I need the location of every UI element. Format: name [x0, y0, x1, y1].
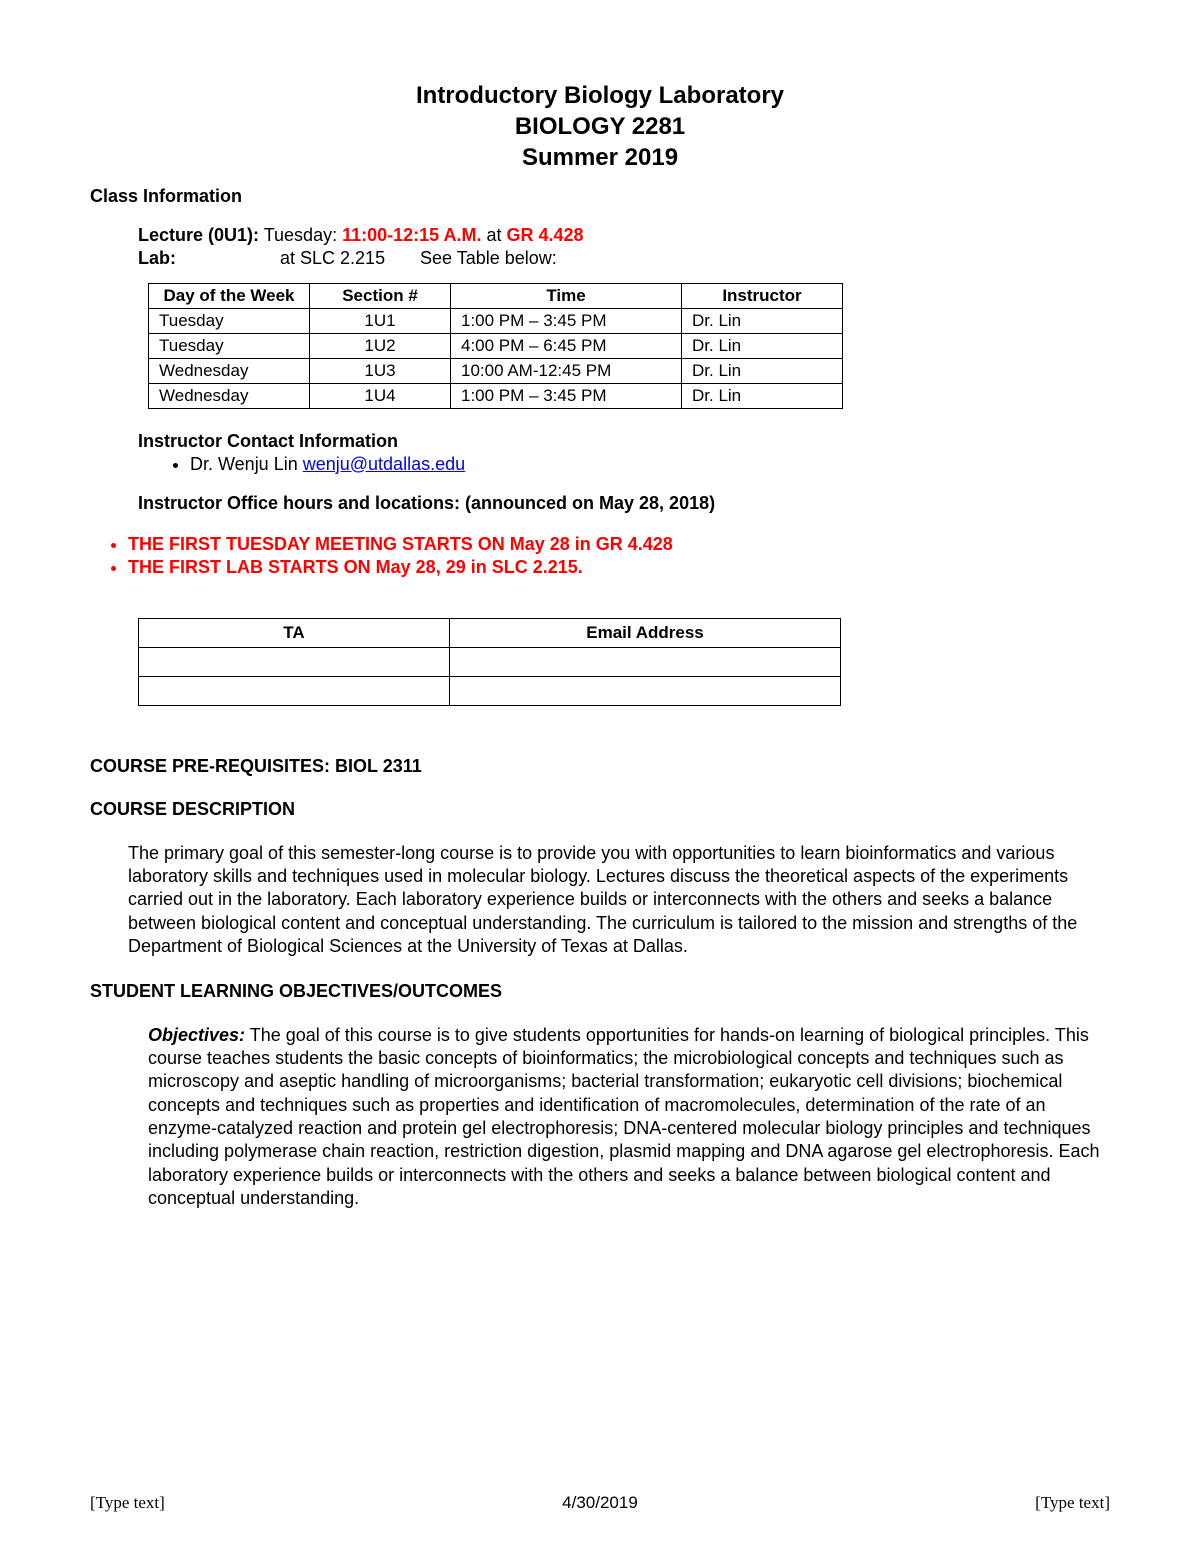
- schedule-cell: 1:00 PM – 3:45 PM: [451, 308, 682, 333]
- contact-list: Dr. Wenju Lin wenju@utdallas.edu: [90, 454, 1110, 475]
- lab-label: Lab:: [138, 248, 280, 269]
- contact-heading: Instructor Contact Information: [138, 431, 1110, 452]
- ta-header: Email Address: [450, 618, 841, 647]
- lab-location: at SLC 2.215: [280, 248, 420, 269]
- schedule-header: Day of the Week: [149, 283, 310, 308]
- ta-table: TAEmail Address: [138, 618, 841, 706]
- schedule-cell: Dr. Lin: [682, 358, 843, 383]
- schedule-cell: 1U4: [310, 383, 451, 408]
- page-footer: [Type text] 4/30/2019 [Type text]: [90, 1493, 1110, 1513]
- contact-email-link[interactable]: wenju@utdallas.edu: [303, 454, 465, 474]
- lab-note: See Table below:: [420, 248, 557, 268]
- contact-item: Dr. Wenju Lin wenju@utdallas.edu: [190, 454, 1110, 475]
- schedule-row: Wednesday1U310:00 AM-12:45 PMDr. Lin: [149, 358, 843, 383]
- footer-center: 4/30/2019: [562, 1493, 638, 1513]
- ta-cell: [450, 676, 841, 705]
- schedule-cell: Wednesday: [149, 358, 310, 383]
- schedule-header: Instructor: [682, 283, 843, 308]
- title-line1: Introductory Biology Laboratory: [90, 80, 1110, 111]
- schedule-header: Time: [451, 283, 682, 308]
- schedule-cell: Dr. Lin: [682, 333, 843, 358]
- ta-row: [139, 676, 841, 705]
- red-notice-item: THE FIRST LAB STARTS ON May 28, 29 in SL…: [128, 557, 1110, 578]
- title-line3: Summer 2019: [90, 142, 1110, 173]
- desc-body: The primary goal of this semester-long c…: [128, 842, 1110, 959]
- red-notice-item: THE FIRST TUESDAY MEETING STARTS ON May …: [128, 534, 1110, 555]
- lecture-label: Lecture (0U1):: [138, 225, 259, 245]
- schedule-cell: 10:00 AM-12:45 PM: [451, 358, 682, 383]
- lecture-at: at: [482, 225, 507, 245]
- ta-header: TA: [139, 618, 450, 647]
- contact-name: Dr. Wenju Lin: [190, 454, 303, 474]
- title-line2: BIOLOGY 2281: [90, 111, 1110, 142]
- schedule-cell: Dr. Lin: [682, 383, 843, 408]
- schedule-cell: 4:00 PM – 6:45 PM: [451, 333, 682, 358]
- schedule-table: Day of the WeekSection #TimeInstructor T…: [148, 283, 843, 409]
- ta-row: [139, 647, 841, 676]
- red-notices: THE FIRST TUESDAY MEETING STARTS ON May …: [90, 534, 1110, 578]
- schedule-row: Wednesday1U41:00 PM – 3:45 PMDr. Lin: [149, 383, 843, 408]
- syllabus-page: Introductory Biology Laboratory BIOLOGY …: [0, 0, 1200, 1553]
- objectives-para: Objectives: The goal of this course is t…: [148, 1024, 1110, 1211]
- lecture-line: Lecture (0U1): Tuesday: 11:00-12:15 A.M.…: [138, 225, 1110, 246]
- schedule-cell: 1U3: [310, 358, 451, 383]
- schedule-header: Section #: [310, 283, 451, 308]
- schedule-cell: Dr. Lin: [682, 308, 843, 333]
- class-info-heading: Class Information: [90, 186, 1110, 207]
- ta-cell: [450, 647, 841, 676]
- prereq-heading: COURSE PRE-REQUISITES: BIOL 2311: [90, 756, 1110, 777]
- schedule-cell: Wednesday: [149, 383, 310, 408]
- objectives-body: The goal of this course is to give stude…: [148, 1025, 1100, 1209]
- lecture-room: GR 4.428: [507, 225, 584, 245]
- schedule-cell: 1U2: [310, 333, 451, 358]
- office-hours: Instructor Office hours and locations: (…: [138, 493, 1110, 514]
- schedule-row: Tuesday1U11:00 PM – 3:45 PMDr. Lin: [149, 308, 843, 333]
- ta-cell: [139, 647, 450, 676]
- schedule-cell: Tuesday: [149, 308, 310, 333]
- lecture-day: Tuesday:: [259, 225, 342, 245]
- schedule-row: Tuesday1U24:00 PM – 6:45 PMDr. Lin: [149, 333, 843, 358]
- lecture-time: 11:00-12:15 A.M.: [342, 225, 481, 245]
- schedule-cell: Tuesday: [149, 333, 310, 358]
- footer-left: [Type text]: [90, 1493, 165, 1513]
- desc-heading: COURSE DESCRIPTION: [90, 799, 1110, 820]
- document-title: Introductory Biology Laboratory BIOLOGY …: [90, 80, 1110, 174]
- footer-right: [Type text]: [1035, 1493, 1110, 1513]
- slo-heading: STUDENT LEARNING OBJECTIVES/OUTCOMES: [90, 981, 1110, 1002]
- schedule-cell: 1U1: [310, 308, 451, 333]
- objectives-label: Objectives:: [148, 1025, 245, 1045]
- ta-cell: [139, 676, 450, 705]
- lab-line: Lab:at SLC 2.215See Table below:: [138, 248, 1110, 269]
- schedule-cell: 1:00 PM – 3:45 PM: [451, 383, 682, 408]
